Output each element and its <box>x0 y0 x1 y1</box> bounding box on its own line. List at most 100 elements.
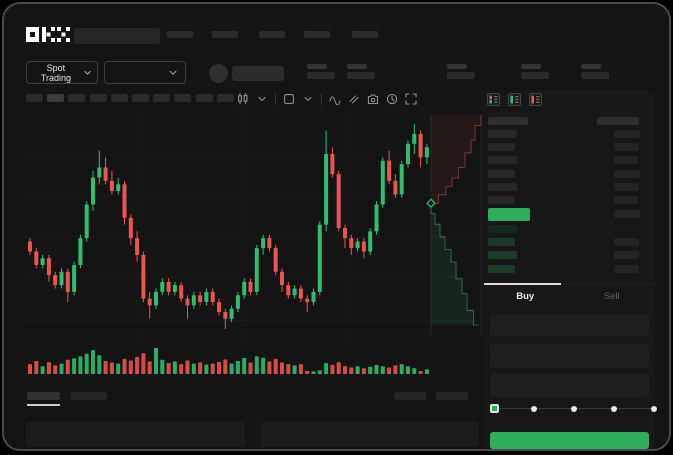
submit-order-button[interactable] <box>490 432 649 449</box>
asks-book-icon[interactable] <box>529 93 542 106</box>
price-chart[interactable] <box>24 115 482 341</box>
bottom-tab-indicator <box>27 404 60 406</box>
bid-price-bar[interactable] <box>488 238 515 247</box>
trade-tab-buy[interactable]: Buy <box>482 283 569 308</box>
camera-icon[interactable] <box>367 93 379 105</box>
bid-price-bar[interactable] <box>488 225 517 233</box>
nav-item[interactable] <box>212 31 238 38</box>
timeframe-button[interactable] <box>153 94 171 102</box>
volume-bar <box>336 362 341 374</box>
chevron-down-icon[interactable] <box>302 93 314 105</box>
timeframe-button[interactable] <box>174 94 192 102</box>
overlay-icon[interactable] <box>283 93 295 105</box>
volume-bar <box>166 363 171 374</box>
volume-bar <box>248 362 253 374</box>
last-price-highlight[interactable] <box>488 208 530 221</box>
volume-bar <box>368 366 373 374</box>
orderbook-price-header <box>488 117 528 125</box>
nav-item[interactable] <box>259 31 285 38</box>
chevron-down-icon[interactable] <box>256 93 268 105</box>
ask-price-bar[interactable] <box>488 196 515 204</box>
bottom-action[interactable] <box>436 392 468 400</box>
timeframe-button[interactable] <box>195 94 213 102</box>
ask-amount-bar <box>614 169 640 178</box>
order-input-field[interactable] <box>490 314 649 336</box>
search-bar[interactable] <box>74 28 160 44</box>
volume-bar <box>298 364 303 374</box>
volume-bar <box>109 362 114 374</box>
candle <box>374 204 379 232</box>
timeframe-button[interactable] <box>68 94 86 102</box>
bottom-tab[interactable] <box>71 392 107 400</box>
timeframe-button[interactable] <box>47 94 65 102</box>
ask-price-bar[interactable] <box>488 169 515 178</box>
volume-bar <box>399 364 404 374</box>
slider-stop[interactable] <box>611 405 617 412</box>
candle <box>280 271 284 286</box>
ask-price-bar[interactable] <box>488 182 517 191</box>
bottom-tab-active[interactable] <box>27 392 60 400</box>
bid-price-bar[interactable] <box>488 264 515 273</box>
candle <box>103 167 108 181</box>
ask-price-bar[interactable] <box>488 156 517 165</box>
volume-bar <box>267 361 272 374</box>
trade-tabs: Buy Sell <box>482 283 655 308</box>
volume-bar <box>141 353 146 374</box>
candle <box>160 281 165 292</box>
nav-item[interactable] <box>167 31 193 38</box>
candle <box>242 281 247 296</box>
volume-bar <box>53 365 58 374</box>
timeframe-button[interactable] <box>110 94 128 102</box>
pair-selector-dropdown[interactable] <box>104 61 186 84</box>
timeframe-button[interactable] <box>26 94 43 102</box>
nav-item[interactable] <box>352 31 378 38</box>
slider-stop[interactable] <box>651 405 657 412</box>
history-clock-icon[interactable] <box>386 93 398 105</box>
ask-amount-bar <box>614 156 638 165</box>
candles-style-icon[interactable] <box>237 93 249 105</box>
volume-bar <box>217 362 221 374</box>
ticker-stat <box>521 64 549 79</box>
combined-book-icon[interactable] <box>487 93 500 106</box>
volume-bar <box>254 356 259 374</box>
slider-stop[interactable] <box>571 405 577 412</box>
candle <box>305 298 310 302</box>
fullscreen-icon[interactable] <box>405 93 417 105</box>
candle <box>355 241 360 249</box>
trade-tab-sell[interactable]: Sell <box>603 290 620 302</box>
candle <box>122 184 127 218</box>
ask-price-bar[interactable] <box>488 143 515 152</box>
slider-stop[interactable] <box>531 405 537 412</box>
order-input-field[interactable] <box>490 373 649 397</box>
indicator-wave-icon[interactable] <box>329 93 341 105</box>
orderbook-amount-bar <box>614 210 640 218</box>
candle <box>59 271 64 286</box>
bids-book-icon[interactable] <box>508 93 521 106</box>
market-type-dropdown[interactable]: Spot Trading <box>26 61 98 84</box>
volume-bar <box>374 364 379 374</box>
stat-label-placeholder <box>347 64 367 69</box>
order-input-field[interactable] <box>490 344 649 368</box>
nav-item[interactable] <box>304 31 330 38</box>
compare-icon[interactable] <box>348 93 360 105</box>
pair-name-placeholder <box>232 66 284 81</box>
ask-amount-bar <box>614 182 639 191</box>
candle <box>210 291 215 302</box>
volume-bar <box>286 364 291 374</box>
volume-bar <box>204 364 209 374</box>
volume-bar <box>235 361 240 374</box>
volume-bar <box>280 362 284 374</box>
bottom-action[interactable] <box>394 392 426 400</box>
timeframe-button[interactable] <box>132 94 149 102</box>
volume-bar <box>59 363 64 374</box>
bid-price-bar[interactable] <box>488 251 517 260</box>
volume-bar <box>380 366 385 374</box>
volume-bar <box>387 367 392 374</box>
timeframe-button[interactable] <box>89 94 107 102</box>
volume-bar <box>72 358 77 374</box>
candle <box>97 167 102 178</box>
slider-handle[interactable] <box>490 404 499 413</box>
timeframe-button[interactable] <box>216 94 234 102</box>
ask-price-bar[interactable] <box>488 130 517 138</box>
okx-logo <box>26 27 70 42</box>
